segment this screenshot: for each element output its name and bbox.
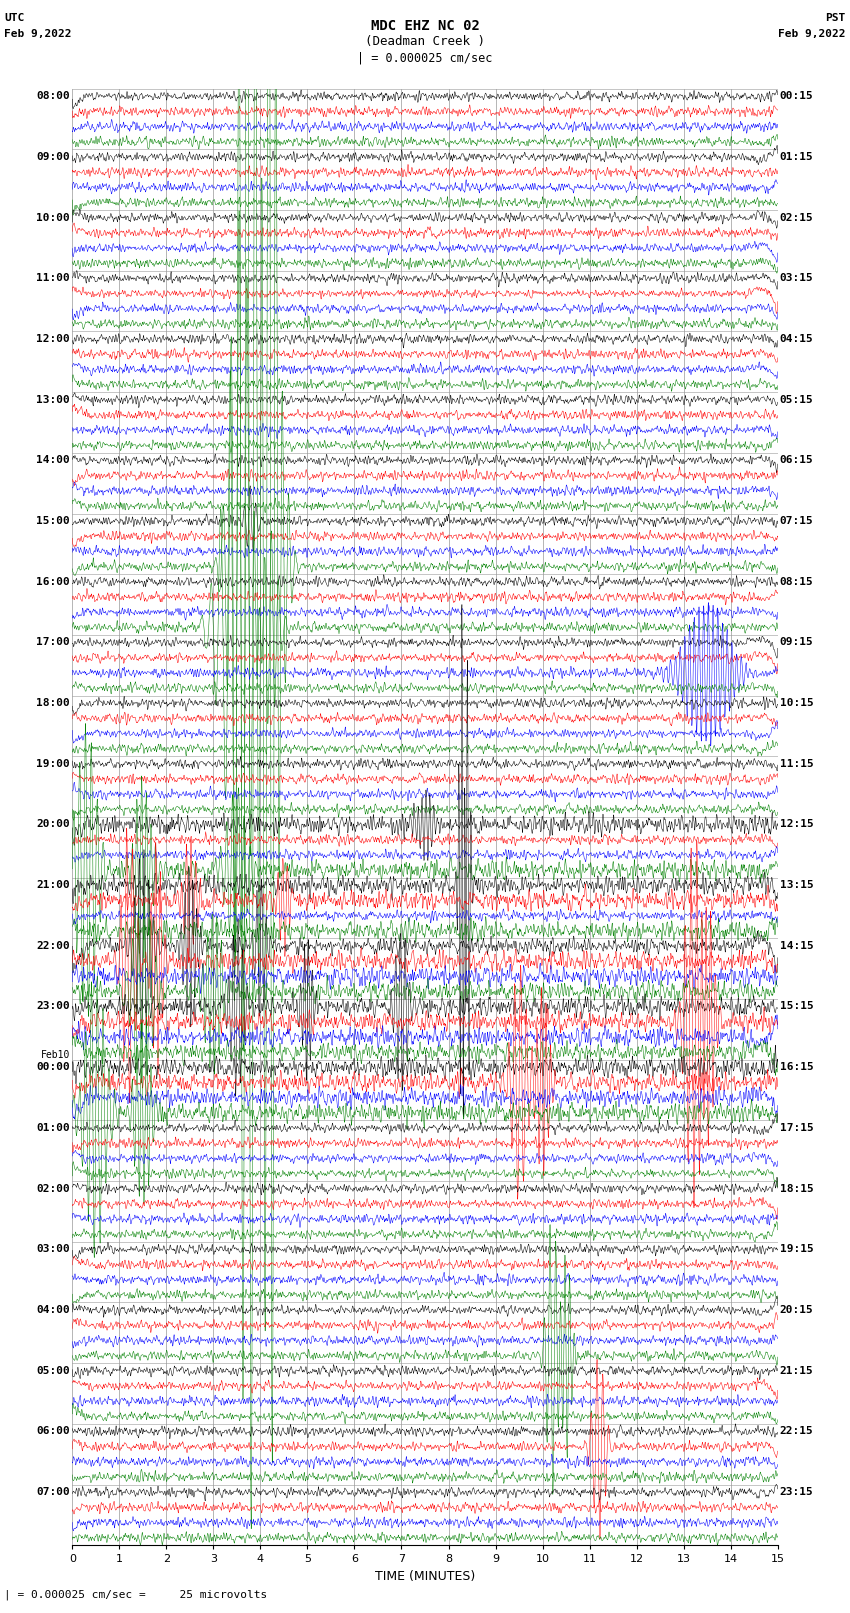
Text: 00:00: 00:00 [37,1063,71,1073]
Text: 10:15: 10:15 [779,698,813,708]
Text: 11:00: 11:00 [37,273,71,284]
Text: 02:00: 02:00 [37,1184,71,1194]
Text: 11:15: 11:15 [779,758,813,769]
Text: 14:15: 14:15 [779,940,813,950]
Text: 04:15: 04:15 [779,334,813,344]
Text: 07:00: 07:00 [37,1487,71,1497]
Text: (Deadman Creek ): (Deadman Creek ) [365,35,485,48]
Text: UTC: UTC [4,13,25,23]
Text: 06:15: 06:15 [779,455,813,465]
X-axis label: TIME (MINUTES): TIME (MINUTES) [375,1569,475,1582]
Text: 21:00: 21:00 [37,881,71,890]
Text: 22:00: 22:00 [37,940,71,950]
Text: 17:15: 17:15 [779,1123,813,1132]
Text: | = 0.000025 cm/sec: | = 0.000025 cm/sec [357,52,493,65]
Text: 02:15: 02:15 [779,213,813,223]
Text: 19:00: 19:00 [37,758,71,769]
Text: 18:00: 18:00 [37,698,71,708]
Text: 05:00: 05:00 [37,1366,71,1376]
Text: 20:15: 20:15 [779,1305,813,1315]
Text: 13:15: 13:15 [779,881,813,890]
Text: 23:15: 23:15 [779,1487,813,1497]
Text: 12:00: 12:00 [37,334,71,344]
Text: 21:15: 21:15 [779,1366,813,1376]
Text: 03:00: 03:00 [37,1244,71,1255]
Text: 00:15: 00:15 [779,92,813,102]
Text: 20:00: 20:00 [37,819,71,829]
Text: 06:00: 06:00 [37,1426,71,1436]
Text: MDC EHZ NC 02: MDC EHZ NC 02 [371,19,479,34]
Text: 18:15: 18:15 [779,1184,813,1194]
Text: 07:15: 07:15 [779,516,813,526]
Text: 23:00: 23:00 [37,1002,71,1011]
Text: 15:00: 15:00 [37,516,71,526]
Text: 17:00: 17:00 [37,637,71,647]
Text: 10:00: 10:00 [37,213,71,223]
Text: 09:15: 09:15 [779,637,813,647]
Text: | = 0.000025 cm/sec =     25 microvolts: | = 0.000025 cm/sec = 25 microvolts [4,1589,268,1600]
Text: Feb10: Feb10 [41,1050,71,1060]
Text: 01:00: 01:00 [37,1123,71,1132]
Text: 16:00: 16:00 [37,577,71,587]
Text: 15:15: 15:15 [779,1002,813,1011]
Text: 12:15: 12:15 [779,819,813,829]
Text: 19:15: 19:15 [779,1244,813,1255]
Text: 14:00: 14:00 [37,455,71,465]
Text: Feb 9,2022: Feb 9,2022 [779,29,846,39]
Text: PST: PST [825,13,846,23]
Text: 03:15: 03:15 [779,273,813,284]
Text: 08:15: 08:15 [779,577,813,587]
Text: 05:15: 05:15 [779,395,813,405]
Text: 01:15: 01:15 [779,152,813,161]
Text: 13:00: 13:00 [37,395,71,405]
Text: 16:15: 16:15 [779,1063,813,1073]
Text: 08:00: 08:00 [37,92,71,102]
Text: Feb 9,2022: Feb 9,2022 [4,29,71,39]
Text: 09:00: 09:00 [37,152,71,161]
Text: 04:00: 04:00 [37,1305,71,1315]
Text: 22:15: 22:15 [779,1426,813,1436]
